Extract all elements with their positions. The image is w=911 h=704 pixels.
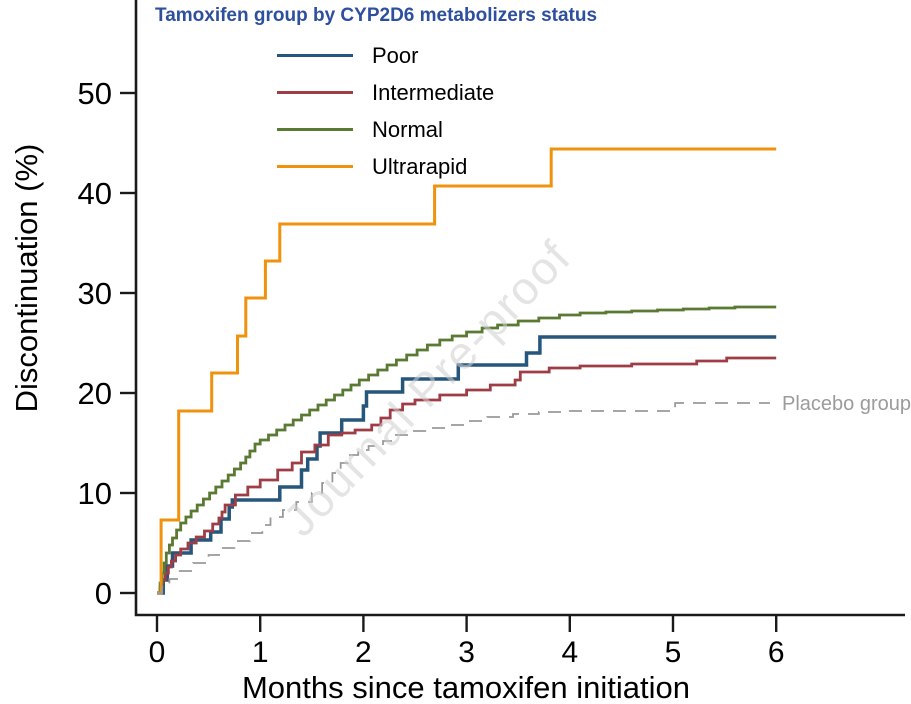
placebo-group-label: Placebo group	[782, 393, 911, 415]
y-tick-label-40: 40	[78, 176, 112, 211]
y-tick-label-30: 30	[78, 276, 112, 311]
normal-line-swatch	[277, 128, 353, 131]
y-tick-label-20: 20	[78, 376, 112, 411]
legend-item-normal: Normal	[277, 117, 557, 142]
x-tick-label-0: 0	[149, 636, 166, 669]
x-tick-label-3: 3	[458, 636, 475, 669]
x-axis-label: Months since tamoxifen initiation	[241, 670, 690, 704]
x-tick-label-4: 4	[561, 636, 578, 669]
legend-label-ultrarapid: Ultrarapid	[372, 154, 468, 179]
series-ultrarapid-line	[157, 147, 777, 595]
legend-label-intermediate: Intermediate	[372, 80, 495, 105]
x-tick-label-1: 1	[252, 636, 269, 669]
x-tick-label-2: 2	[355, 636, 372, 669]
series-intermediate-line	[157, 356, 777, 595]
legend-item-poor: Poor	[277, 43, 557, 68]
y-tick-label-10: 10	[78, 476, 112, 511]
legend-title: Tamoxifen group by CYP2D6 metabolizers s…	[155, 5, 598, 26]
series-placebo-group-line	[157, 402, 770, 594]
series-normal-line	[157, 305, 777, 595]
intermediate-line-swatch	[277, 91, 353, 94]
axes-lines	[134, 0, 905, 617]
y-tick-label-50: 50	[78, 76, 112, 111]
legend-label-poor: Poor	[372, 43, 419, 68]
x-tick-label-5: 5	[665, 636, 682, 669]
series-poor-line	[157, 335, 777, 595]
legend-label-normal: Normal	[372, 117, 443, 142]
poor-line-swatch	[277, 54, 353, 57]
legend-item-intermediate: Intermediate	[277, 80, 557, 105]
y-tick-label-0: 0	[95, 576, 112, 611]
ultrarapid-line-swatch	[277, 165, 353, 168]
x-tick-label-6: 6	[768, 636, 785, 669]
y-axis-label: Discontinuation (%)	[9, 143, 44, 413]
legend-item-ultrarapid: Ultrarapid	[277, 154, 557, 179]
